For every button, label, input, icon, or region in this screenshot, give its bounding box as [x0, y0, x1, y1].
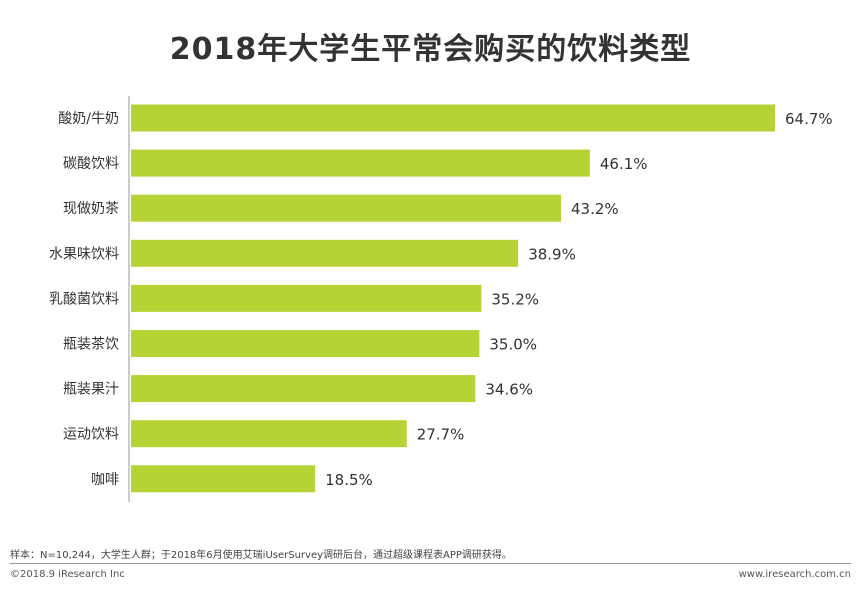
value-label: 64.7% — [785, 110, 833, 128]
bar — [131, 239, 519, 267]
value-label: 34.6% — [485, 381, 533, 399]
category-label: 瓶装果汁 — [63, 382, 119, 398]
bar — [131, 420, 407, 448]
bar — [131, 149, 590, 177]
category-label: 咖啡 — [91, 472, 119, 488]
category-label: 运动饮料 — [63, 427, 119, 443]
category-label: 现做奶茶 — [63, 201, 119, 217]
value-label: 27.7% — [417, 426, 465, 444]
bar-chart: 酸奶/牛奶 64.7% 碳酸饮料 46.1% 现做奶茶 43.2% 水果味饮料 38.9% 乳酸… — [49, 96, 833, 502]
category-label: 瓶装茶饮 — [63, 337, 119, 353]
bar — [131, 284, 482, 312]
category-label: 碳酸饮料 — [63, 156, 119, 172]
value-label: 35.2% — [491, 290, 539, 308]
source-note: 样本：N=10,244，大学生人群；于2018年6月使用艾瑞iUserSurve… — [10, 550, 512, 561]
category-label: 水果味饮料 — [49, 246, 119, 262]
bar — [131, 465, 316, 493]
bar — [131, 375, 476, 403]
bar — [131, 194, 561, 222]
website-text: www.iresearch.com.cn — [738, 569, 851, 580]
bar — [131, 104, 775, 132]
bar — [131, 330, 480, 357]
bars-group: 酸奶/牛奶 64.7% 碳酸饮料 46.1% 现做奶茶 43.2% 水果味饮料 38.9% 乳酸… — [49, 104, 833, 493]
value-label: 38.9% — [528, 245, 576, 263]
value-label: 46.1% — [600, 155, 648, 173]
chart-title: 2018年大学生平常会购买的饮料类型 — [169, 32, 692, 67]
category-label: 酸奶/牛奶 — [58, 111, 119, 127]
copyright-text: ©2018.9 iResearch Inc — [10, 569, 125, 580]
category-label: 乳酸菌饮料 — [49, 291, 119, 307]
value-label: 18.5% — [325, 471, 373, 489]
footer-divider — [10, 563, 851, 564]
value-label: 43.2% — [571, 200, 619, 218]
value-label: 35.0% — [489, 336, 537, 354]
